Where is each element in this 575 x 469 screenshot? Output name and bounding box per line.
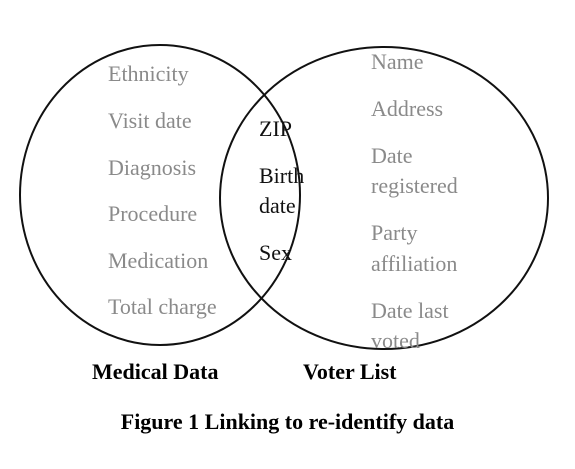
voter-item-date-last: Date last [371,298,449,323]
medical-item-total-charge: Total charge [108,294,217,319]
voter-list-circle [219,46,549,350]
voter-item-party: Party [371,220,418,245]
shared-item-date: date [259,193,296,218]
medical-item-medication: Medication [108,248,209,273]
voter-item-address: Address [371,96,444,121]
medical-item-visit-date: Visit date [108,108,192,133]
voter-item-voted: voted [371,328,420,353]
shared-item-zip: ZIP [259,116,292,141]
shared-item-birth: Birth [259,163,305,188]
voter-list-label: Voter List [303,359,397,384]
voter-item-affiliation: affiliation [371,251,458,276]
medical-data-circle [19,44,301,346]
medical-item-ethnicity: Ethnicity [108,61,189,86]
voter-item-registered: registered [371,173,458,198]
voter-item-date: Date [371,143,413,168]
shared-item-sex: Sex [259,240,292,265]
medical-item-procedure: Procedure [108,201,198,226]
medical-data-label: Medical Data [92,359,219,384]
figure-caption: Figure 1 Linking to re-identify data [120,409,455,434]
voter-item-name: Name [371,49,424,74]
medical-item-diagnosis: Diagnosis [108,155,196,180]
